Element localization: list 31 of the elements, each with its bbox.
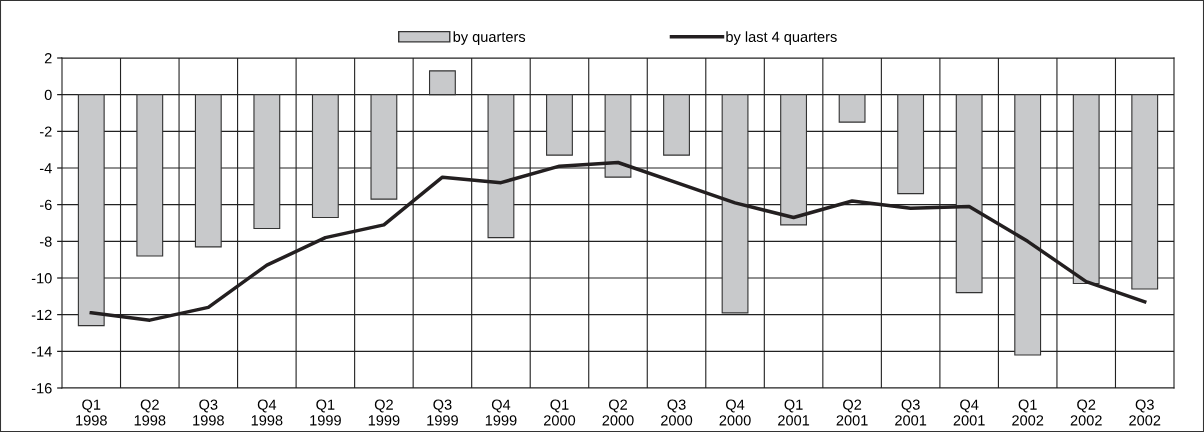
x-tick-label: Q2 1999 xyxy=(368,399,400,426)
x-tick-label: Q2 2001 xyxy=(836,399,868,426)
x-tick-label: Q3 1999 xyxy=(427,399,458,426)
x-tick-label: Q4 1998 xyxy=(251,399,283,426)
x-tick-label: Q4 1999 xyxy=(485,399,517,426)
x-tick-label: Q1 1998 xyxy=(76,399,107,426)
y-tick-label: -16 xyxy=(31,383,52,394)
x-tick-label: Q3 1998 xyxy=(193,399,224,426)
legend-label: by quarters xyxy=(453,31,526,45)
x-tick-label: Q1 2002 xyxy=(1012,399,1044,426)
x-tick-label: Q2 2000 xyxy=(602,399,634,426)
x-tick-label: Q2 1998 xyxy=(134,399,166,426)
y-tick-label: -14 xyxy=(31,346,52,357)
x-tick-label: Q1 2001 xyxy=(778,399,810,426)
y-tick-label: -4 xyxy=(39,163,52,174)
x-tick-label: Q2 2002 xyxy=(1070,399,1102,426)
y-tick-label: -12 xyxy=(31,309,52,320)
x-tick-label: Q1 2000 xyxy=(543,399,576,426)
legend-label: by last 4 quarters xyxy=(726,31,837,45)
y-tick-label: -2 xyxy=(39,126,52,137)
x-tick-label: Q1 1999 xyxy=(310,399,341,426)
x-tick-label: Q3 2001 xyxy=(895,399,927,426)
y-tick-label: -10 xyxy=(31,273,52,284)
x-tick-label: Q4 2001 xyxy=(953,399,985,426)
y-tick-label: 0 xyxy=(44,89,52,101)
y-tick-label: 2 xyxy=(44,53,52,64)
x-tick-label: Q4 2000 xyxy=(719,399,751,426)
x-tick-label: Q3 2002 xyxy=(1129,399,1161,426)
y-tick-label: -8 xyxy=(39,236,52,247)
x-tick-label: Q3 2000 xyxy=(661,399,693,426)
y-tick-label: -6 xyxy=(39,199,52,211)
